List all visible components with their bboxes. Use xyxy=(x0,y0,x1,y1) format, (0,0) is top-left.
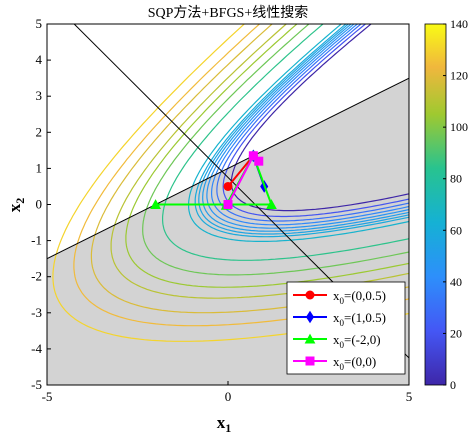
y-tick-label: -1 xyxy=(31,233,42,248)
objective-contours xyxy=(52,24,409,342)
data-point xyxy=(266,199,277,209)
data-point xyxy=(305,290,315,300)
chart-title: SQP方法+BFGS+线性搜索 xyxy=(148,4,309,21)
contour-line xyxy=(142,24,409,276)
series-line xyxy=(227,155,255,188)
contour-line xyxy=(188,24,409,242)
legend-label: x0=(1,0.5) xyxy=(333,310,386,328)
colorbar-ticks: 0 20 40 60 80 100 120 140 xyxy=(443,17,468,392)
series-3 xyxy=(223,151,264,209)
y-tick-label: 0 xyxy=(36,197,43,212)
legend: x0=(0,0.5) x0=(1,0.5) x0=(-2,0) x0=(0,0) xyxy=(286,281,406,375)
constraint-line xyxy=(47,77,409,260)
data-point xyxy=(223,181,233,191)
contour-line xyxy=(230,24,409,212)
data-point xyxy=(150,199,161,209)
data-point xyxy=(304,333,316,344)
x-tick-label: 5 xyxy=(406,389,413,404)
contour-line xyxy=(198,24,409,235)
contour-line xyxy=(110,24,409,299)
y-tick-label: -2 xyxy=(31,269,42,284)
contour-line xyxy=(125,24,409,288)
colorbar-tick-label: 60 xyxy=(450,223,462,237)
y-tick-label: 5 xyxy=(36,16,43,31)
y-tick-label: 3 xyxy=(36,88,43,103)
legend-label: x0=(0,0) xyxy=(333,354,376,372)
legend-entry: x0=(0,0) xyxy=(293,354,376,372)
colorbar-tick-label: 120 xyxy=(450,69,468,83)
y-tick-label: -5 xyxy=(31,377,42,392)
contour-line xyxy=(211,24,409,226)
legend-entry: x0=(0,0.5) xyxy=(293,288,386,306)
contour-line xyxy=(52,24,409,342)
colorbar-tick-label: 20 xyxy=(450,326,462,340)
iteration-paths xyxy=(150,149,277,210)
data-point xyxy=(254,156,264,166)
contour-line xyxy=(202,24,409,232)
colorbar-tick-label: 140 xyxy=(450,17,468,31)
data-point xyxy=(305,356,315,366)
y-tick-label: 1 xyxy=(36,160,43,175)
contour-line xyxy=(222,24,409,218)
x-axis-ticks: -5 0 5 xyxy=(42,381,413,404)
y-tick-label: -4 xyxy=(31,341,42,356)
colorbar xyxy=(424,23,447,386)
y-axis-ticks: -5 -4 -3 -2 -1 0 1 2 3 4 5 xyxy=(31,16,51,392)
legend-entry: x0=(1,0.5) xyxy=(293,310,386,328)
y-tick-label: 4 xyxy=(36,52,43,67)
legend-label: x0=(0,0.5) xyxy=(333,288,386,306)
contour-line xyxy=(73,24,409,327)
data-point xyxy=(223,200,233,209)
colorbar-tick-label: 100 xyxy=(450,120,468,134)
x-axis-label: x1 xyxy=(217,413,232,435)
colorbar-tick-label: 80 xyxy=(450,172,462,186)
y-tick-label: -3 xyxy=(31,305,42,320)
contour-line xyxy=(194,24,409,238)
legend-label: x0=(-2,0) xyxy=(333,332,381,350)
contour-line xyxy=(90,24,409,314)
contour-line xyxy=(216,24,409,222)
contour-line xyxy=(206,24,409,229)
x-tick-label: -5 xyxy=(42,389,53,404)
y-axis-label: x2 xyxy=(5,198,27,213)
contour-line xyxy=(162,24,409,261)
data-point xyxy=(305,310,315,324)
colorbar-tick-label: 0 xyxy=(450,378,456,392)
legend-entry: x0=(-2,0) xyxy=(293,332,381,350)
y-tick-label: 2 xyxy=(36,124,43,139)
x-tick-label: 0 xyxy=(225,389,232,404)
data-point xyxy=(248,151,258,161)
colorbar-tick-label: 40 xyxy=(450,275,462,289)
